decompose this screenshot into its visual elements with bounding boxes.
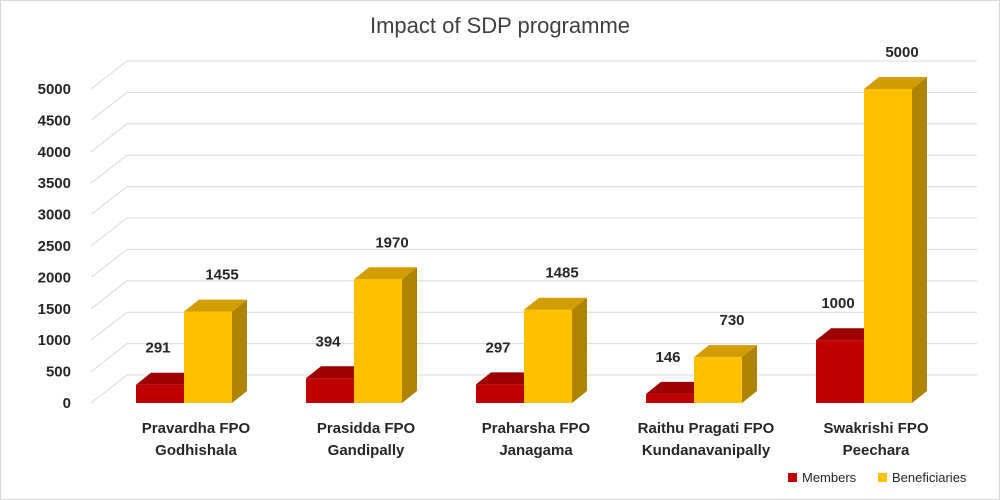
y-tick-label: 4500 — [38, 112, 71, 129]
beneficiaries-bar-1-side — [402, 267, 417, 403]
x-axis-labels: Pravardha FPO Godhishala Prasidda FPO Gandi… — [142, 420, 929, 459]
x-category-label-4: Peechara — [843, 442, 910, 459]
gridline-1500 — [90, 280, 977, 310]
y-axis-ticks: 0 500 1000 1500 2000 2500 3000 3500 4000 4500 5000 — [38, 81, 71, 412]
gridlines — [90, 60, 977, 404]
x-category-label-2: Janagama — [499, 442, 573, 459]
beneficiaries-bar-1-top — [354, 267, 417, 280]
members-data-label-4: 1000 — [821, 295, 854, 312]
members-bar-0-front — [136, 384, 184, 403]
beneficiaries-bar-3-top — [694, 345, 757, 358]
beneficiaries-data-label-3: 730 — [719, 312, 744, 329]
beneficiaries-bar-3-front — [694, 357, 742, 403]
x-category-label-2: Praharsha FPO — [482, 420, 591, 437]
y-tick-label: 3500 — [38, 175, 71, 192]
x-category-label-3: Kundanavanipally — [642, 442, 771, 459]
beneficiaries-bar-0 — [184, 299, 247, 403]
gridline-2500 — [90, 217, 977, 247]
beneficiaries-data-label-1: 1970 — [375, 234, 408, 251]
gridline-4500 — [90, 91, 977, 121]
y-tick-label: 500 — [46, 364, 71, 381]
beneficiaries-bar-3-side — [742, 345, 757, 403]
members-bar-0-top — [136, 372, 199, 385]
members-data-label-0: 291 — [145, 340, 170, 357]
gridline-3000 — [90, 186, 977, 215]
y-tick-label: 1500 — [38, 301, 71, 318]
y-tick-label: 0 — [63, 395, 71, 412]
legend-swatch-members — [788, 473, 797, 482]
beneficiaries-bar-3 — [694, 345, 757, 403]
beneficiaries-bar-1 — [354, 267, 417, 403]
y-tick-label: 2000 — [38, 269, 71, 286]
beneficiaries-data-label-0: 1455 — [205, 267, 238, 284]
beneficiaries-data-label-4: 5000 — [885, 44, 918, 61]
gridline-4000 — [90, 123, 977, 153]
members-bar-3-top — [646, 381, 709, 394]
legend-label-members: Members — [802, 470, 857, 485]
members-data-label-3: 146 — [655, 349, 680, 366]
beneficiaries-bar-0-side — [232, 299, 247, 403]
x-category-label-0: Godhishala — [155, 442, 237, 459]
gridline-2000 — [90, 248, 977, 278]
gridline-5000 — [90, 60, 977, 90]
beneficiaries-bar-4-front — [864, 89, 912, 403]
x-category-label-3: Raithu Pragati FPO — [638, 420, 775, 437]
gridline-3500 — [90, 154, 977, 184]
y-tick-label: 2500 — [38, 238, 71, 255]
x-category-label-0: Pravardha FPO — [142, 420, 251, 437]
legend-label-beneficiaries: Beneficiaries — [892, 470, 967, 485]
bars — [136, 77, 927, 403]
legend: Members Beneficiaries — [788, 470, 967, 485]
members-bar-2-front — [476, 384, 524, 403]
gridline-1000 — [90, 311, 977, 341]
members-bar-1-front — [306, 378, 354, 403]
beneficiaries-bar-0-top — [184, 299, 247, 312]
members-bar-4-front — [816, 340, 864, 403]
beneficiaries-bar-4-side — [912, 77, 927, 403]
chart-title: Impact of SDP programme — [370, 13, 630, 38]
data-labels: 291 1455 394 1970 297 1485 146 730 1000 5000 — [145, 44, 918, 366]
members-bar-3-front — [646, 393, 694, 403]
beneficiaries-data-label-2: 1485 — [545, 265, 578, 282]
y-tick-label: 5000 — [38, 81, 71, 98]
x-category-label-1: Gandipally — [328, 442, 405, 459]
gridline-500 — [90, 343, 977, 372]
x-category-label-4: Swakrishi FPO — [823, 420, 928, 437]
members-data-label-2: 297 — [485, 339, 510, 356]
members-bar-2-top — [476, 372, 539, 385]
x-category-label-1: Prasidda FPO — [317, 420, 416, 437]
beneficiaries-bar-0-front — [184, 311, 232, 403]
beneficiaries-bar-4-top — [864, 77, 927, 89]
beneficiaries-bar-2-side — [572, 297, 587, 403]
members-bar-1-top — [306, 366, 369, 379]
members-bar-4-top — [816, 328, 879, 341]
y-tick-label: 1000 — [38, 332, 71, 349]
beneficiaries-bar-1-front — [354, 279, 402, 403]
beneficiaries-bar-2 — [524, 297, 587, 403]
beneficiaries-bar-2-front — [524, 309, 572, 403]
y-tick-label: 4000 — [38, 144, 71, 161]
legend-swatch-beneficiaries — [878, 473, 887, 482]
members-data-label-1: 394 — [315, 333, 341, 350]
gridline-0 — [90, 374, 977, 404]
y-tick-label: 3000 — [38, 207, 71, 224]
beneficiaries-bar-2-top — [524, 297, 587, 310]
beneficiaries-bar-4 — [864, 77, 927, 403]
